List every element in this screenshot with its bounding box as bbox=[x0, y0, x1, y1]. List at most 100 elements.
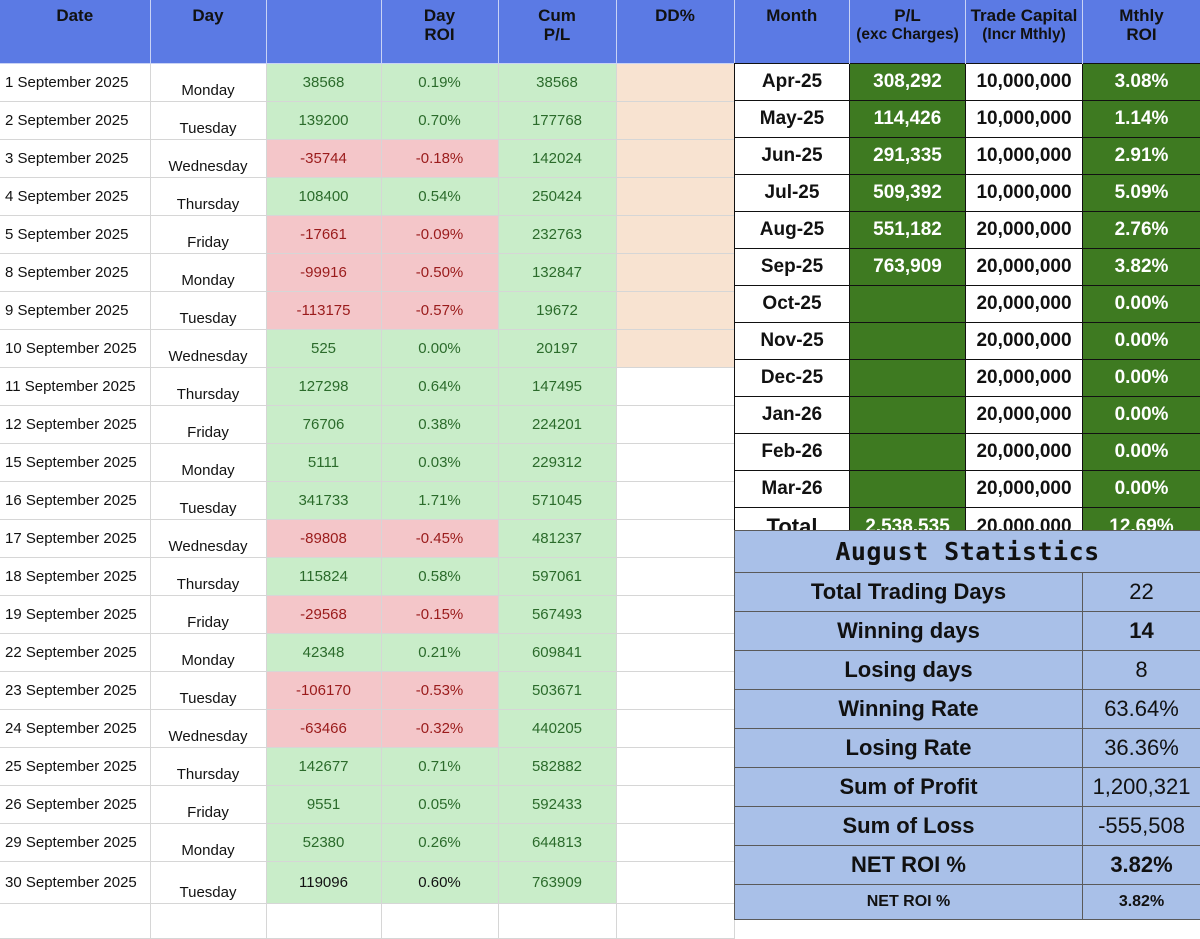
blank-cell bbox=[266, 904, 381, 939]
stat-value: 3.82% bbox=[1083, 846, 1200, 885]
row-cum-pl: 582882 bbox=[498, 748, 616, 786]
stat-label: Winning days bbox=[735, 612, 1083, 651]
row-day: Wednesday bbox=[150, 710, 266, 748]
row-day: Tuesday bbox=[150, 672, 266, 710]
row-cum-pl: 503671 bbox=[498, 672, 616, 710]
row-day-roi: -0.50% bbox=[381, 254, 498, 292]
month-trade-capital: 20,000,000 bbox=[966, 360, 1083, 397]
row-day: Monday bbox=[150, 634, 266, 672]
month-label: Sep-25 bbox=[735, 249, 850, 286]
row-pl: 142677 bbox=[266, 748, 381, 786]
row-day-roi: 0.03% bbox=[381, 444, 498, 482]
row-day-roi: -0.09% bbox=[381, 216, 498, 254]
row-pl: 119096 bbox=[266, 862, 381, 904]
stat-label: Losing days bbox=[735, 651, 1083, 690]
row-cum-pl: 232763 bbox=[498, 216, 616, 254]
row-pl: 341733 bbox=[266, 482, 381, 520]
header-monthly-pl: P/L (exc Charges) bbox=[850, 0, 966, 64]
statistics-title: August Statistics bbox=[735, 531, 1200, 573]
header-cum-pl-line1: Cum bbox=[499, 6, 616, 25]
row-day: Thursday bbox=[150, 748, 266, 786]
row-dd bbox=[616, 634, 734, 672]
header-cum-pl-line2: P/L bbox=[499, 25, 616, 44]
month-label: Nov-25 bbox=[735, 323, 850, 360]
row-dd bbox=[616, 444, 734, 482]
month-label: Mar-26 bbox=[735, 471, 850, 508]
month-pl: 308,292 bbox=[850, 64, 966, 101]
row-date: 3 September 2025 bbox=[0, 140, 150, 178]
row-date: 26 September 2025 bbox=[0, 786, 150, 824]
row-dd bbox=[616, 786, 734, 824]
month-trade-capital: 20,000,000 bbox=[966, 323, 1083, 360]
row-dd bbox=[616, 178, 734, 216]
row-day: Monday bbox=[150, 824, 266, 862]
row-date: 23 September 2025 bbox=[0, 672, 150, 710]
stat-footer-label: NET ROI % bbox=[735, 885, 1083, 920]
statistics-row: Sum of Loss-555,508 bbox=[735, 807, 1200, 846]
header-trade-capital: Trade Capital (Incr Mthly) bbox=[966, 0, 1083, 64]
row-pl: -29568 bbox=[266, 596, 381, 634]
stat-value: 63.64% bbox=[1083, 690, 1200, 729]
month-trade-capital: 20,000,000 bbox=[966, 471, 1083, 508]
month-roi: 2.76% bbox=[1083, 212, 1200, 249]
row-day: Thursday bbox=[150, 558, 266, 596]
row-pl: 9551 bbox=[266, 786, 381, 824]
row-day-roi: -0.45% bbox=[381, 520, 498, 558]
row-date: 8 September 2025 bbox=[0, 254, 150, 292]
month-pl bbox=[850, 360, 966, 397]
blank-cell bbox=[150, 904, 266, 939]
row-pl: -35744 bbox=[266, 140, 381, 178]
row-date: 25 September 2025 bbox=[0, 748, 150, 786]
row-day: Wednesday bbox=[150, 140, 266, 178]
row-date: 18 September 2025 bbox=[0, 558, 150, 596]
row-cum-pl: 481237 bbox=[498, 520, 616, 558]
blank-cell bbox=[0, 904, 150, 939]
row-pl: -106170 bbox=[266, 672, 381, 710]
row-dd bbox=[616, 368, 734, 406]
row-date: 24 September 2025 bbox=[0, 710, 150, 748]
month-roi: 0.00% bbox=[1083, 323, 1200, 360]
month-roi: 0.00% bbox=[1083, 434, 1200, 471]
row-day: Tuesday bbox=[150, 292, 266, 330]
row-day-roi: 1.71% bbox=[381, 482, 498, 520]
header-day-roi: Day ROI bbox=[381, 0, 498, 64]
daily-header-row: Date Day Day ROI Cum P/L DD% bbox=[0, 0, 734, 64]
month-roi: 0.00% bbox=[1083, 286, 1200, 323]
row-date: 29 September 2025 bbox=[0, 824, 150, 862]
row-day-roi: 0.05% bbox=[381, 786, 498, 824]
stat-value: -555,508 bbox=[1083, 807, 1200, 846]
row-pl: 52380 bbox=[266, 824, 381, 862]
stat-label: Total Trading Days bbox=[735, 573, 1083, 612]
row-cum-pl: 20197 bbox=[498, 330, 616, 368]
month-roi: 0.00% bbox=[1083, 397, 1200, 434]
month-trade-capital: 20,000,000 bbox=[966, 397, 1083, 434]
row-date: 9 September 2025 bbox=[0, 292, 150, 330]
stat-label: Sum of Profit bbox=[735, 768, 1083, 807]
month-trade-capital: 10,000,000 bbox=[966, 175, 1083, 212]
row-dd bbox=[616, 292, 734, 330]
row-dd bbox=[616, 64, 734, 102]
row-cum-pl: 229312 bbox=[498, 444, 616, 482]
row-cum-pl: 571045 bbox=[498, 482, 616, 520]
row-pl: 42348 bbox=[266, 634, 381, 672]
row-day: Monday bbox=[150, 444, 266, 482]
row-day-roi: -0.15% bbox=[381, 596, 498, 634]
row-day: Friday bbox=[150, 786, 266, 824]
header-mthly-roi-line2: ROI bbox=[1083, 25, 1200, 44]
header-day: Day bbox=[150, 0, 266, 64]
row-day-roi: 0.54% bbox=[381, 178, 498, 216]
